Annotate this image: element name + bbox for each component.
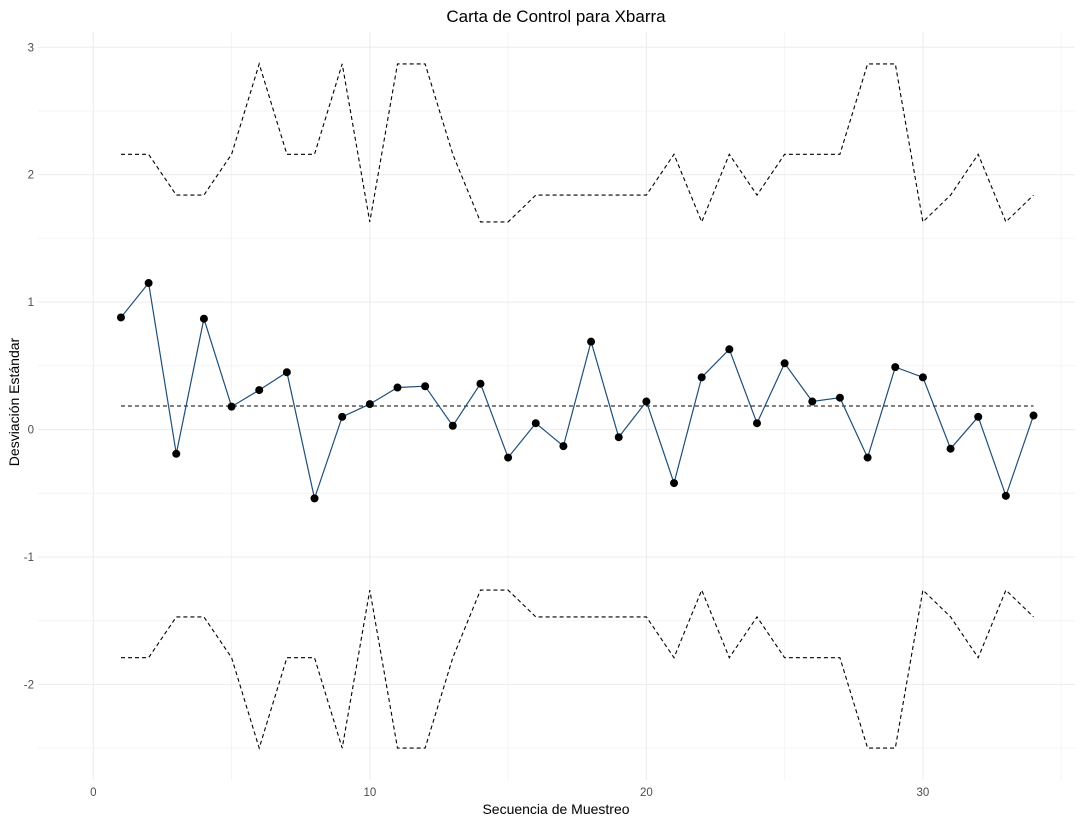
y-tick-label: 0 [28, 425, 34, 437]
x-tick-label: 0 [90, 787, 96, 799]
data-point [531, 419, 540, 428]
data-point [946, 444, 955, 453]
data-point [227, 402, 236, 411]
x-tick-label: 30 [917, 787, 930, 799]
data-point [780, 359, 789, 368]
tick-labels: 0 10 20 30 -2 -1 0 1 2 3 [24, 42, 930, 799]
lcl-line [121, 588, 1034, 750]
chart-title: Carta de Control para Xbarra [446, 7, 666, 26]
data-point [421, 382, 430, 391]
data-point [504, 453, 513, 462]
data-point [974, 412, 983, 421]
data-point [642, 397, 651, 406]
y-axis-label: Desviación Estándar [6, 337, 22, 466]
data-point [1001, 491, 1010, 500]
data-point [116, 313, 125, 322]
ucl-line [121, 62, 1034, 224]
data-point [918, 373, 927, 382]
data-point [835, 393, 844, 402]
data-point [725, 345, 734, 354]
y-tick-label: -1 [24, 552, 34, 564]
y-tick-label: 2 [28, 170, 34, 182]
x-tick-label: 20 [640, 787, 653, 799]
data-point [559, 442, 568, 451]
data-series [116, 279, 1038, 503]
data-point [752, 419, 761, 428]
data-point [282, 368, 291, 377]
data-point [338, 412, 347, 421]
data-point [670, 479, 679, 488]
data-point [863, 453, 872, 462]
y-tick-label: -2 [24, 679, 34, 691]
data-point [448, 421, 457, 430]
data-point [144, 279, 153, 288]
x-axis-label: Secuencia de Muestreo [482, 801, 629, 817]
y-tick-label: 3 [28, 42, 34, 54]
data-point [1029, 411, 1038, 420]
data-point [365, 400, 374, 409]
data-point [808, 397, 817, 406]
data-point [697, 373, 706, 382]
data-point [614, 433, 623, 442]
y-tick-label: 1 [28, 297, 34, 309]
data-point [310, 494, 319, 503]
control-limits [121, 62, 1034, 750]
data-point [393, 383, 402, 392]
data-point [255, 386, 264, 395]
data-point [891, 363, 900, 372]
data-series-line [120, 281, 1035, 501]
data-point [172, 449, 181, 458]
data-point [199, 314, 208, 323]
data-point [587, 337, 596, 346]
data-point [476, 379, 485, 388]
x-tick-label: 10 [363, 787, 376, 799]
